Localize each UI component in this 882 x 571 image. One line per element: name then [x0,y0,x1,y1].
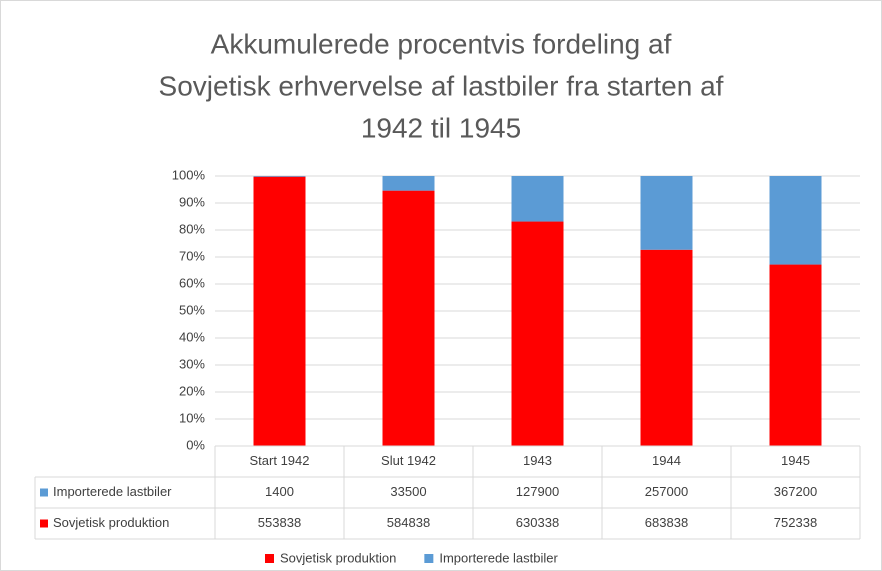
y-tick-label: 70% [179,248,205,263]
table-cell: 367200 [774,484,817,499]
y-tick-label: 40% [179,329,205,344]
chart-title: Sovjetisk erhvervelse af lastbiler fra s… [159,70,724,101]
bar-segment [769,264,822,446]
table-cell: 630338 [516,515,559,530]
bar-segment [382,190,435,446]
table-cell: 33500 [390,484,426,499]
x-tick-label: 1943 [523,453,552,468]
y-tick-label: 80% [179,221,205,236]
x-tick-label: Start 1942 [250,453,310,468]
table-cell: 584838 [387,515,430,530]
legend-key [265,554,274,563]
y-tick-label: 10% [179,410,205,425]
legend-label: Sovjetisk produktion [280,550,396,565]
x-tick-label: Slut 1942 [381,453,436,468]
bar-segment [640,249,693,446]
y-tick-label: 0% [186,437,205,452]
bar-segment [382,176,435,191]
x-tick-label: 1944 [652,453,681,468]
table-cell: 257000 [645,484,688,499]
chart-title: 1942 til 1945 [361,112,521,143]
table-row-label: Importerede lastbiler [53,484,172,499]
table-legend-key [40,488,48,497]
legend-label: Importerede lastbiler [439,550,558,565]
bar-segment [253,176,306,446]
bar-segment [511,221,564,446]
bar-segment [769,176,822,265]
table-row-label: Sovjetisk produktion [53,515,169,530]
chart-title: Akkumulerede procentvis fordeling af [211,28,672,59]
table-cell: 1400 [265,484,294,499]
bar-segment [253,176,306,177]
table-cell: 553838 [258,515,301,530]
y-tick-label: 50% [179,302,205,317]
x-tick-label: 1945 [781,453,810,468]
table-cell: 127900 [516,484,559,499]
table-legend-key [40,519,48,528]
table-cell: 752338 [774,515,817,530]
bar-segment [640,176,693,250]
y-tick-label: 30% [179,356,205,371]
y-tick-label: 20% [179,383,205,398]
y-tick-label: 60% [179,275,205,290]
legend-key [424,554,434,563]
table-cell: 683838 [645,515,688,530]
bar-segment [511,176,564,222]
y-tick-label: 100% [172,167,206,182]
y-tick-label: 90% [179,194,205,209]
